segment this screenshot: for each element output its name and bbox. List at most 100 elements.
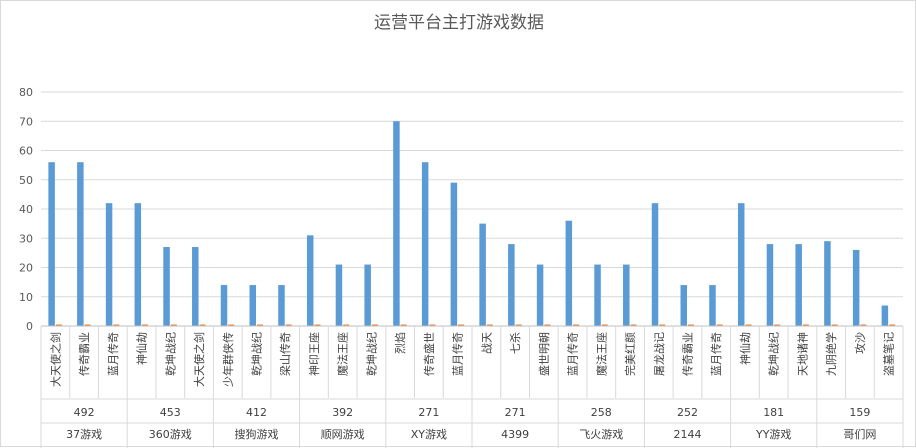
bar-secondary xyxy=(55,324,62,326)
platform-total-label: 412 xyxy=(246,406,267,419)
platform-total-label: 252 xyxy=(677,406,698,419)
category-label: 蓝月传奇 xyxy=(452,332,465,376)
bar-secondary xyxy=(486,324,493,326)
category-label: 乾坤战纪 xyxy=(767,332,781,376)
platform-name-label: 2144 xyxy=(674,428,702,441)
y-tick-label: 80 xyxy=(19,86,33,99)
bar xyxy=(795,244,802,326)
category-label: 九阴绝学 xyxy=(824,332,838,376)
bar-secondary xyxy=(458,324,465,326)
platform-name-label: 37游戏 xyxy=(66,428,102,441)
platform-total-label: 492 xyxy=(74,406,95,419)
category-label: 乾坤战纪 xyxy=(364,332,378,376)
bar-secondary xyxy=(113,324,120,326)
bar xyxy=(508,244,515,326)
category-label: 攻沙 xyxy=(853,332,867,354)
platform-total-label: 392 xyxy=(332,406,353,419)
category-label: 乾坤战纪 xyxy=(250,332,264,376)
bar-secondary xyxy=(199,324,206,326)
platform-total-label: 258 xyxy=(591,406,612,419)
bar-secondary xyxy=(400,324,407,326)
category-label: 蓝月传奇 xyxy=(567,332,580,376)
bar xyxy=(220,285,228,326)
bar xyxy=(709,285,716,326)
bar-secondary xyxy=(573,324,580,326)
platform-name-label: 顺网游戏 xyxy=(321,428,365,441)
bar xyxy=(48,162,55,326)
bar xyxy=(450,182,458,326)
bar-secondary xyxy=(802,324,809,326)
bar-secondary xyxy=(429,324,436,326)
bar xyxy=(594,264,601,326)
bar-secondary xyxy=(745,324,752,326)
category-label: 完美红颜 xyxy=(623,332,637,376)
bar-secondary xyxy=(688,324,694,326)
bar-secondary xyxy=(774,324,781,326)
category-label: 盗墓笔记 xyxy=(882,332,896,376)
category-label: 魔法王座 xyxy=(594,332,608,376)
bar-secondary xyxy=(889,324,896,326)
platform-name-label: 飞火游戏 xyxy=(579,428,623,441)
bar xyxy=(479,223,486,326)
category-label: 传奇盛世 xyxy=(422,332,436,376)
y-tick-label: 40 xyxy=(19,203,33,216)
category-label: 烈焰 xyxy=(393,332,407,354)
category-label: 神仙劫 xyxy=(135,332,149,365)
bar-secondary xyxy=(831,324,838,326)
platform-total-label: 271 xyxy=(418,406,439,419)
bar-secondary xyxy=(371,324,378,326)
bar-secondary xyxy=(544,324,551,326)
platform-name-label: 4399 xyxy=(501,428,529,441)
platform-total-label: 159 xyxy=(849,406,870,419)
bar xyxy=(278,285,285,326)
platform-total-label: 271 xyxy=(505,406,526,419)
category-label: 传奇霸业 xyxy=(78,332,91,376)
y-tick-label: 0 xyxy=(26,320,33,333)
category-label: 传奇霸业 xyxy=(682,332,695,376)
bar-secondary xyxy=(860,324,867,326)
bar-secondary xyxy=(659,324,666,326)
bar xyxy=(766,244,774,326)
bar-secondary xyxy=(257,324,263,326)
bar xyxy=(852,249,860,326)
bar xyxy=(77,162,84,326)
bar xyxy=(134,203,142,326)
platform-name-label: 哥们网 xyxy=(843,427,876,441)
bar xyxy=(680,285,687,326)
bar xyxy=(565,220,573,326)
category-label: 蓝月传奇 xyxy=(107,332,120,376)
category-label: 大天使之剑 xyxy=(192,332,206,387)
y-tick-label: 70 xyxy=(19,115,33,128)
bar-secondary xyxy=(601,324,608,326)
platform-total-label: 453 xyxy=(160,406,181,419)
category-label: 大天使之剑 xyxy=(48,332,62,387)
category-label: 蓝月传奇 xyxy=(710,332,723,376)
bar-secondary xyxy=(515,324,522,326)
bar-secondary xyxy=(716,324,723,326)
bar xyxy=(335,264,343,326)
platform-name-label: XY游戏 xyxy=(411,428,447,441)
bar xyxy=(421,162,429,326)
y-tick-label: 30 xyxy=(19,232,33,245)
platform-name-label: 搜狗游戏 xyxy=(235,427,279,441)
platform-total-label: 181 xyxy=(763,406,784,419)
platform-name-label: YY游戏 xyxy=(755,428,791,441)
y-tick-label: 60 xyxy=(19,145,33,158)
category-label: 七杀 xyxy=(508,332,522,354)
y-tick-label: 10 xyxy=(19,291,33,304)
bar-secondary xyxy=(170,324,177,326)
y-tick-label: 50 xyxy=(19,174,33,187)
bar xyxy=(364,264,371,326)
bar-secondary xyxy=(285,324,292,326)
bar-secondary xyxy=(343,324,350,326)
category-label: 魔法王座 xyxy=(336,332,350,376)
bar xyxy=(192,247,199,326)
y-tick-label: 20 xyxy=(19,262,33,275)
category-label: 少年群侠传 xyxy=(221,332,235,387)
category-label: 神仙劫 xyxy=(738,332,752,365)
bar xyxy=(881,305,889,326)
category-label: 屠龙战记 xyxy=(653,332,666,376)
category-label: 乾坤战纪 xyxy=(163,332,177,376)
platform-name-label: 360游戏 xyxy=(149,428,192,441)
